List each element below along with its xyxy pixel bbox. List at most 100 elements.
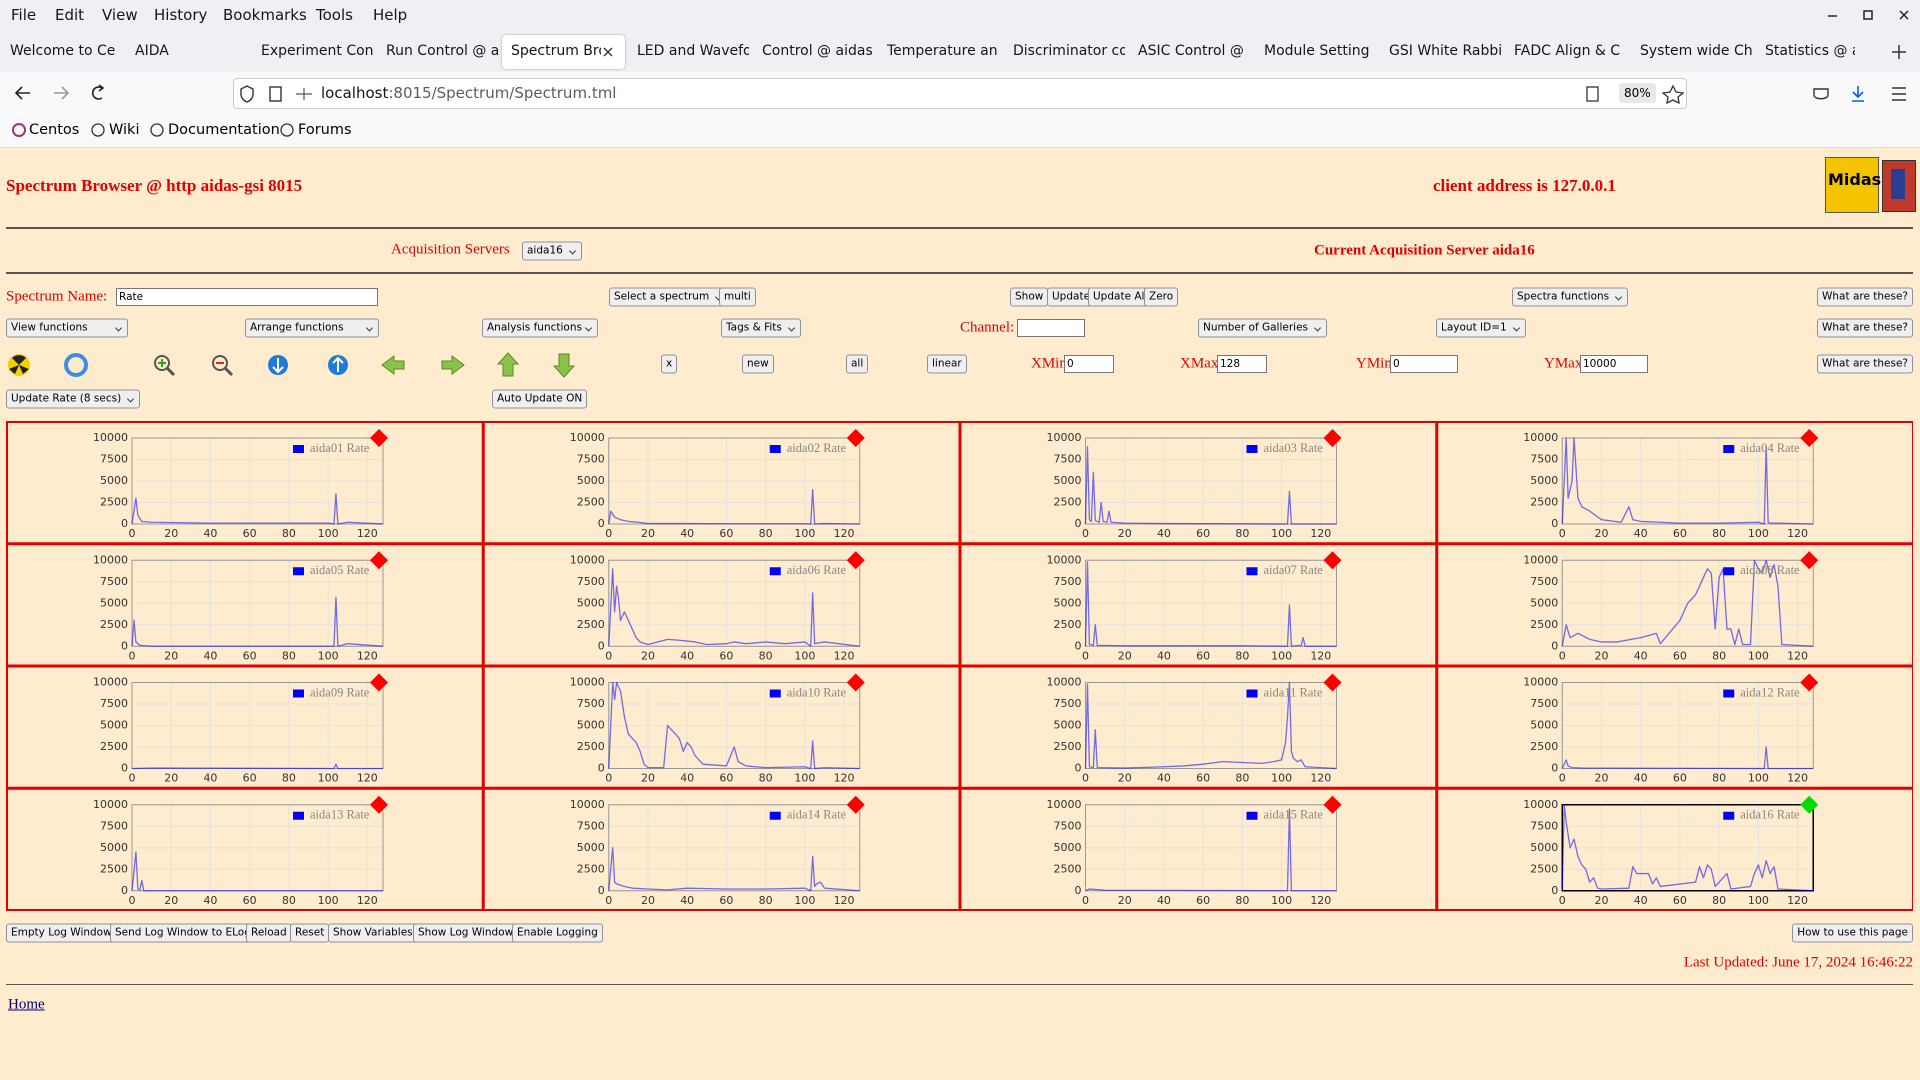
menu-item[interactable]: Help: [373, 6, 408, 24]
zoom-level[interactable]: 80%: [1619, 83, 1656, 103]
ymin-input[interactable]: [1390, 355, 1458, 373]
menu-item[interactable]: File: [11, 6, 37, 24]
x-tick-label: 80: [282, 772, 296, 785]
button[interactable]: Enable Logging: [512, 923, 603, 943]
nav-buttons[interactable]: [10, 80, 120, 106]
select[interactable]: View functions: [6, 318, 128, 338]
panel: [959, 543, 1438, 667]
button[interactable]: Show: [1010, 287, 1049, 307]
button[interactable]: Send Log Window to ELog: [110, 923, 256, 943]
panel: [6, 421, 484, 545]
menu-item[interactable]: Edit: [55, 6, 85, 24]
spectrum-name-input[interactable]: [116, 288, 378, 306]
tab[interactable]: GSI White Rabbi: [1389, 43, 1501, 59]
button[interactable]: Update All: [1088, 287, 1153, 307]
ymax-input[interactable]: [1580, 355, 1648, 373]
tab[interactable]: System wide Ch: [1640, 43, 1752, 59]
x-tick-label: 100: [318, 649, 339, 662]
button[interactable]: Show Variables: [328, 923, 418, 943]
tab[interactable]: AIDA: [135, 43, 169, 59]
menu-item[interactable]: Bookmarks: [223, 6, 307, 24]
channel-input[interactable]: [1017, 319, 1085, 337]
select[interactable]: Number of Galleries: [1198, 318, 1328, 338]
x-tick-label: 120: [1310, 894, 1331, 907]
button[interactable]: Zero: [1144, 287, 1179, 307]
button[interactable]: new: [742, 354, 774, 374]
panel: [6, 543, 484, 667]
select[interactable]: Tags & Fits: [721, 318, 801, 338]
button[interactable]: Reload: [246, 923, 292, 943]
x-tick-label: 60: [1196, 527, 1210, 540]
xmin-input[interactable]: [1064, 355, 1114, 373]
x-tick-label: 60: [1673, 894, 1687, 907]
tab[interactable]: Temperature an: [887, 43, 998, 59]
active-tab[interactable]: [502, 35, 625, 69]
button[interactable]: What are these?: [1817, 318, 1913, 338]
new-tab[interactable]: [1890, 43, 1908, 61]
toolbar-icons[interactable]: [6, 350, 576, 380]
select[interactable]: Spectra functions: [1512, 287, 1629, 307]
tab[interactable]: Welcome to Ce: [10, 43, 116, 59]
button[interactable]: multi: [719, 287, 756, 307]
bookmark[interactable]: Centos: [29, 122, 80, 138]
button[interactable]: What are these?: [1817, 287, 1913, 307]
toolbar-icons[interactable]: [1810, 83, 1910, 105]
tab[interactable]: Run Control @ a: [386, 43, 498, 59]
x-tick-label: 20: [164, 649, 178, 662]
xmax-input[interactable]: [1217, 355, 1267, 373]
tab[interactable]: Module Setting: [1264, 43, 1370, 59]
button[interactable]: How to use this page: [1792, 923, 1913, 943]
y-tick-label: 7500: [1054, 575, 1082, 588]
home-link[interactable]: Home: [8, 996, 45, 1013]
url-bar[interactable]: [233, 78, 1687, 109]
status-marker: [1800, 551, 1819, 570]
select[interactable]: Update Rate (8 secs): [6, 389, 141, 409]
tab[interactable]: Experiment Con: [261, 43, 373, 59]
button[interactable]: all: [846, 354, 869, 374]
button[interactable]: Auto Update ON: [492, 389, 588, 409]
y-tick-label: 7500: [1530, 697, 1558, 710]
spectrum-line: [131, 596, 384, 647]
plot-frame: [608, 559, 861, 647]
x-tick-label: 20: [641, 772, 655, 785]
x-tick-label: 20: [1118, 772, 1132, 785]
button[interactable]: Reset: [290, 923, 330, 943]
tab[interactable]: LED and Wavefo: [637, 43, 749, 59]
url: localhost:8015/Spectrum/Spectrum.tml: [321, 84, 616, 102]
y-tick-label: 2500: [1054, 496, 1082, 509]
x-tick-label: 0: [605, 527, 612, 540]
menu-item[interactable]: Tools: [316, 6, 353, 24]
bookmark[interactable]: Documentation: [168, 122, 280, 138]
status-marker: [370, 673, 388, 692]
button[interactable]: linear: [927, 354, 967, 374]
bookmark[interactable]: Forums: [298, 122, 352, 138]
button[interactable]: x: [661, 354, 678, 374]
tab-close[interactable]: [600, 44, 616, 60]
label: YMin: [1356, 355, 1392, 372]
tab[interactable]: Discriminator co: [1013, 43, 1125, 59]
tab[interactable]: FADC Align & C: [1514, 43, 1621, 59]
select[interactable]: Arrange functions: [245, 318, 379, 338]
button[interactable]: Empty Log Window: [6, 923, 117, 943]
menu-item[interactable]: History: [154, 6, 208, 24]
select[interactable]: Select a spectrum: [609, 287, 729, 307]
x-tick-label: 60: [719, 527, 733, 540]
tab[interactable]: Spectrum Bro: [511, 43, 601, 59]
tab[interactable]: Statistics @ aid: [1765, 43, 1855, 59]
tab[interactable]: Control @ aidas: [762, 43, 873, 59]
acq-select[interactable]: aida16: [522, 241, 582, 261]
x-tick-label: 100: [318, 527, 339, 540]
button[interactable]: Show Log Window: [413, 923, 519, 943]
y-tick-label: 2500: [1054, 740, 1082, 753]
bookmark[interactable]: Wiki: [109, 122, 140, 138]
legend-swatch: [1246, 445, 1258, 453]
current-server: Current Acquisition Server aida16: [1314, 242, 1535, 259]
y-tick-label: 5000: [1530, 596, 1558, 609]
button[interactable]: What are these?: [1817, 354, 1913, 374]
select[interactable]: Analysis functions: [482, 318, 598, 338]
menu-item[interactable]: View: [102, 6, 138, 24]
select[interactable]: Layout ID=1: [1436, 318, 1526, 338]
tab[interactable]: ASIC Control @: [1138, 43, 1244, 59]
button[interactable]: Update: [1047, 287, 1096, 307]
window-controls[interactable]: [1820, 5, 1915, 25]
